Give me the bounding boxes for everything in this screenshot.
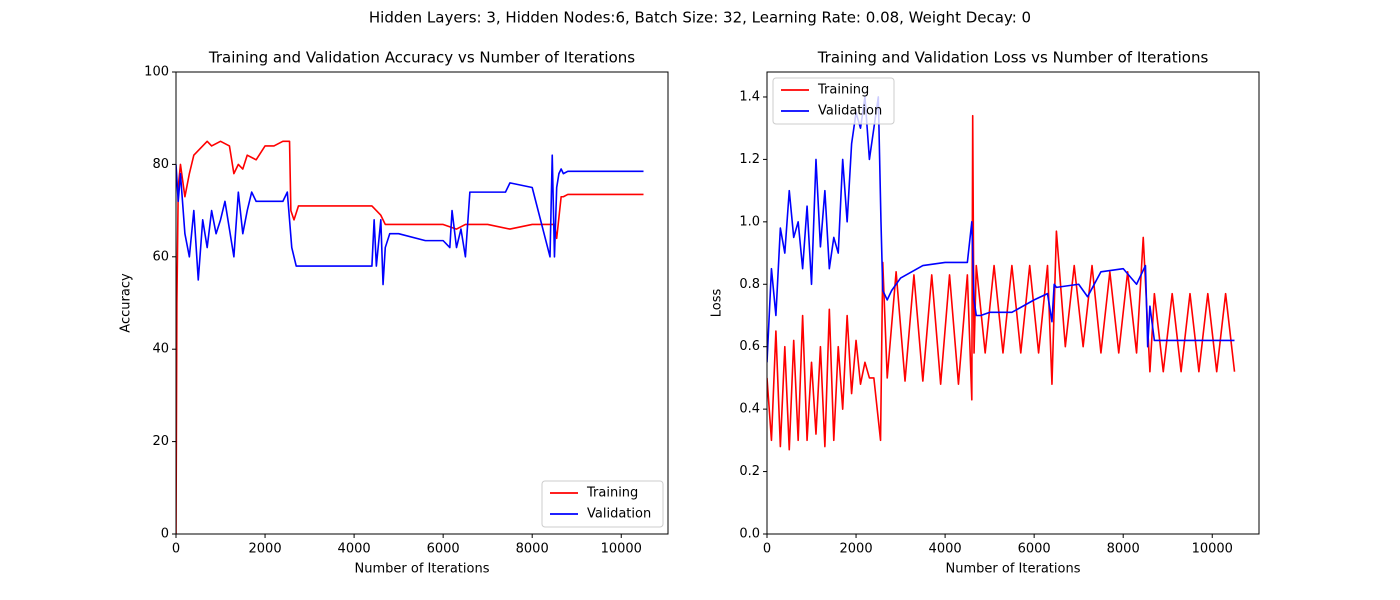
y-tick-label: 1.2 [739,152,760,167]
series-line [767,96,1235,363]
plot-area [176,140,644,534]
y-tick-label: 0.6 [739,339,760,354]
x-tick-label: 0 [763,542,771,557]
x-tick-label: 0 [172,542,180,557]
y-tick-label: 60 [152,249,169,264]
axes-title: Training and Validation Accuracy vs Numb… [208,49,635,67]
x-tick-label: 10000 [601,542,642,557]
series-line [767,114,1236,451]
x-tick-label: 6000 [427,542,460,557]
x-tick-label: 4000 [929,542,962,557]
series-line [176,154,644,286]
x-tick-label: 4000 [338,542,371,557]
x-tick-label: 2000 [840,542,873,557]
y-tick-label: 1.4 [739,89,760,104]
series-line [176,140,644,534]
y-tick-label: 0.4 [739,402,760,417]
x-axis-label: Number of Iterations [355,562,490,577]
legend-label: Training [817,83,869,98]
legend-label: Validation [587,507,651,522]
y-tick-label: 100 [144,65,169,80]
y-tick-label: 0.8 [739,277,760,292]
x-tick-label: 8000 [516,542,549,557]
y-axis-label: Loss [710,289,725,318]
y-axis-label: Accuracy [119,273,134,333]
y-tick-label: 40 [152,342,169,357]
y-tick-label: 0.0 [739,527,760,542]
x-tick-label: 2000 [249,542,282,557]
x-tick-label: 10000 [1192,542,1233,557]
y-tick-label: 0 [161,527,169,542]
figure-title: Hidden Layers: 3, Hidden Nodes:6, Batch … [369,9,1031,27]
x-axis-label: Number of Iterations [946,562,1081,577]
y-tick-label: 0.2 [739,464,760,479]
y-tick-label: 20 [152,434,169,449]
axes-frame [766,71,1260,535]
axes-title: Training and Validation Loss vs Number o… [817,49,1209,67]
legend-label: Training [586,486,638,501]
axes-frame [175,71,669,535]
x-tick-label: 6000 [1018,542,1051,557]
legend-label: Validation [818,104,882,119]
plot-area [767,96,1236,451]
y-tick-label: 80 [152,157,169,172]
y-tick-label: 1.0 [739,214,760,229]
x-tick-label: 8000 [1107,542,1140,557]
